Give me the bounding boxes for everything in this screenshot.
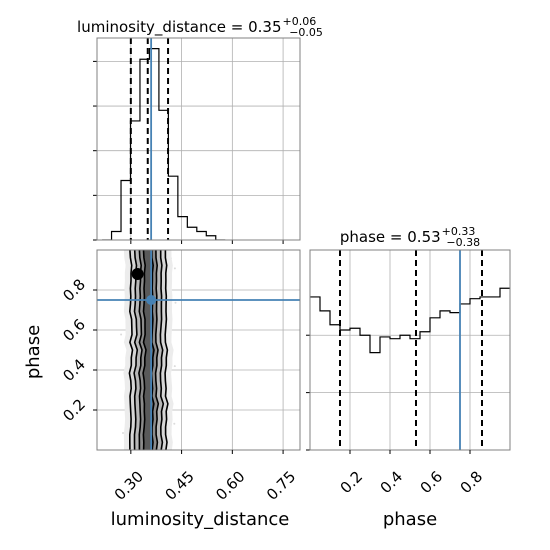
scatter-point <box>173 422 176 425</box>
density-contour-right <box>159 250 165 450</box>
scatter-point <box>173 267 176 270</box>
ld-marginal-quantiles <box>129 38 170 240</box>
phase-x-axis-label: phase <box>383 509 437 530</box>
density-contour-left <box>128 250 134 450</box>
ld-marginal-frame <box>96 37 301 241</box>
phase-marginal-frame <box>309 249 511 451</box>
density-contour-right <box>150 250 155 450</box>
phase-y-tick-label: 0.2 <box>59 395 89 425</box>
phase-y-tick-label: 0.4 <box>59 355 89 385</box>
ld-phase-contours <box>128 250 169 450</box>
phase-x-tick-label: 0.2 <box>337 468 367 498</box>
phase-x-ticks: 0.2 0.4 0.6 0.8 <box>337 450 487 498</box>
ld-x-tick-label: 0.30 <box>111 468 147 504</box>
ld-phase-mode-marker <box>131 268 144 280</box>
scatter-point <box>122 432 124 434</box>
ld-phase-frame <box>96 249 301 451</box>
phase-x-tick-label: 0.6 <box>417 468 447 498</box>
phase-y-tick-label: 0.6 <box>59 315 89 345</box>
ld-x-tick-label: 0.75 <box>263 468 299 504</box>
ld-x-tick-label: 0.45 <box>161 468 197 504</box>
phase-x-tick-label: 0.4 <box>377 468 407 498</box>
ld-marginal-ticks <box>93 60 284 244</box>
ld-marginal-grid <box>97 38 300 241</box>
ld-x-axis-label: luminosity_distance <box>111 509 290 530</box>
phase-marginal-histogram <box>310 287 510 354</box>
phase-y-ticks: 0.2 0.4 0.6 0.8 <box>59 275 97 425</box>
scatter-point <box>174 301 177 304</box>
density-contour-left <box>133 250 139 450</box>
density-contour-right <box>164 250 169 450</box>
phase-y-tick-label: 0.8 <box>59 275 89 305</box>
phase-y-axis-label: phase <box>23 325 44 379</box>
ld-marginal-title: luminosity_distance = 0.35+0.06 −0.05 <box>77 15 323 39</box>
ld-marginal-histogram <box>102 48 226 240</box>
ld-x-tick-label: 0.60 <box>212 468 248 504</box>
density-contour-left <box>138 250 143 450</box>
ld-x-ticks: 0.30 0.45 0.60 0.75 <box>111 450 299 504</box>
ld-marginal-panel: luminosity_distance = 0.35+0.06 −0.05 <box>77 15 323 244</box>
phase-marginal-title: phase = 0.53+0.33 −0.38 <box>340 225 480 249</box>
phase-x-tick-label: 0.8 <box>457 468 487 498</box>
phase-marginal-panel: phase = 0.53+0.33 −0.38 0.2 0.4 0.6 0.8 phas… <box>306 225 511 530</box>
scatter-point <box>173 365 176 368</box>
ld-phase-truth-marker <box>146 295 157 305</box>
phase-marginal-quantiles <box>339 250 483 450</box>
phase-marginal-ticks <box>306 334 310 451</box>
density-contour-right <box>154 250 160 450</box>
density-contour-left <box>142 250 147 450</box>
ld-phase-2d-panel: 0.2 0.4 0.6 0.8 0.30 0.45 0.60 0.75 luminosity… <box>23 249 301 530</box>
scatter-point <box>120 333 123 336</box>
